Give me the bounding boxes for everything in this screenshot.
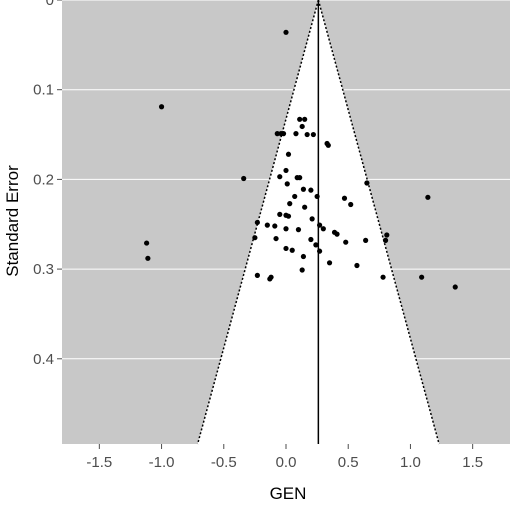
study-point-42 bbox=[334, 231, 340, 237]
study-point-9 bbox=[304, 131, 310, 138]
study-point-54 bbox=[317, 248, 323, 254]
x-tick-label-3: 0.0 bbox=[276, 454, 297, 471]
study-point-2 bbox=[297, 116, 303, 122]
study-point-3 bbox=[302, 116, 308, 122]
x-axis-title: GEN bbox=[270, 484, 307, 503]
x-tick-label-5: 1.0 bbox=[400, 454, 421, 471]
study-point-37 bbox=[283, 226, 289, 232]
study-point-0 bbox=[283, 29, 289, 35]
study-point-29 bbox=[302, 204, 308, 210]
study-point-15 bbox=[277, 174, 283, 180]
x-tick-label-1: -1.0 bbox=[149, 454, 175, 471]
study-point-45 bbox=[273, 235, 279, 242]
x-tick-label-4: 0.5 bbox=[338, 454, 359, 471]
study-point-43 bbox=[384, 232, 390, 238]
study-point-48 bbox=[363, 237, 369, 243]
study-point-19 bbox=[284, 181, 290, 187]
study-point-57 bbox=[326, 260, 333, 266]
study-point-65 bbox=[452, 284, 458, 290]
study-point-21 bbox=[300, 186, 307, 192]
study-point-4 bbox=[299, 123, 305, 130]
study-point-63 bbox=[380, 274, 386, 280]
study-point-27 bbox=[287, 201, 293, 207]
study-point-53 bbox=[289, 247, 295, 253]
study-point-59 bbox=[299, 267, 305, 273]
y-axis-ticks: 0 0.1 0.2 0.3 0.4 bbox=[33, 0, 62, 368]
study-point-5 bbox=[274, 131, 280, 137]
study-point-60 bbox=[254, 272, 260, 278]
funnel-right-boundary bbox=[317, 0, 440, 445]
study-point-30 bbox=[277, 211, 283, 217]
study-point-49 bbox=[382, 237, 389, 243]
study-point-58 bbox=[354, 262, 360, 269]
study-point-17 bbox=[297, 175, 303, 181]
study-point-23 bbox=[341, 195, 348, 201]
study-point-47 bbox=[343, 239, 349, 245]
study-point-56 bbox=[145, 255, 151, 261]
study-point-7 bbox=[280, 131, 287, 137]
x-tick-label-0: -1.5 bbox=[86, 454, 112, 471]
study-point-8 bbox=[293, 131, 299, 137]
y-tick-label-3: 0.3 bbox=[33, 261, 54, 278]
study-point-44 bbox=[252, 235, 258, 241]
study-point-14 bbox=[283, 167, 289, 174]
study-point-26 bbox=[425, 194, 431, 200]
study-point-20 bbox=[364, 180, 370, 186]
study-point-18 bbox=[241, 175, 247, 182]
study-point-12 bbox=[325, 142, 331, 148]
funnel-left-boundary bbox=[196, 0, 320, 445]
study-point-24 bbox=[292, 193, 298, 200]
study-point-50 bbox=[313, 242, 319, 248]
y-tick-label-1: 0.1 bbox=[33, 82, 54, 99]
x-axis-ticks: -1.5 -1.0 -0.5 0.0 0.5 1.0 1.5 bbox=[86, 444, 483, 471]
study-point-55 bbox=[300, 253, 307, 260]
x-tick-label-6: 1.5 bbox=[462, 454, 483, 471]
study-point-35 bbox=[264, 222, 270, 228]
study-point-25 bbox=[314, 193, 320, 200]
study-points bbox=[144, 29, 458, 290]
y-tick-label-2: 0.2 bbox=[33, 171, 54, 188]
study-point-32 bbox=[285, 213, 292, 219]
x-tick-label-2: -0.5 bbox=[211, 454, 237, 471]
study-point-33 bbox=[309, 216, 315, 222]
study-point-22 bbox=[308, 187, 314, 193]
y-axis-title: Standard Error bbox=[3, 165, 22, 277]
study-point-46 bbox=[308, 236, 314, 243]
study-point-34 bbox=[254, 219, 260, 226]
study-point-39 bbox=[317, 222, 323, 228]
y-tick-label-4: 0.4 bbox=[33, 351, 54, 368]
study-point-40 bbox=[320, 226, 326, 232]
study-point-13 bbox=[285, 151, 292, 157]
study-point-28 bbox=[348, 201, 354, 208]
study-point-1 bbox=[158, 104, 165, 110]
study-point-38 bbox=[295, 227, 302, 233]
study-point-10 bbox=[310, 131, 316, 138]
study-point-36 bbox=[272, 223, 278, 229]
study-point-62 bbox=[267, 276, 273, 282]
y-tick-label-0: 0 bbox=[46, 0, 54, 9]
study-point-51 bbox=[144, 240, 150, 246]
study-point-64 bbox=[419, 274, 425, 280]
study-point-52 bbox=[283, 245, 289, 252]
